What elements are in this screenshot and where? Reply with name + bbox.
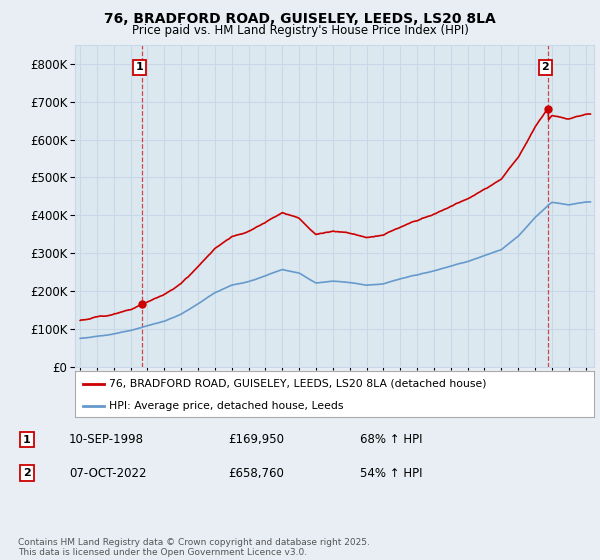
Text: 2: 2 [23,468,31,478]
Text: £658,760: £658,760 [228,466,284,480]
Text: Contains HM Land Registry data © Crown copyright and database right 2025.
This d: Contains HM Land Registry data © Crown c… [18,538,370,557]
Text: HPI: Average price, detached house, Leeds: HPI: Average price, detached house, Leed… [109,401,343,410]
Text: Price paid vs. HM Land Registry's House Price Index (HPI): Price paid vs. HM Land Registry's House … [131,24,469,36]
Text: 2: 2 [542,62,550,72]
Text: 07-OCT-2022: 07-OCT-2022 [69,466,146,480]
Text: 76, BRADFORD ROAD, GUISELEY, LEEDS, LS20 8LA: 76, BRADFORD ROAD, GUISELEY, LEEDS, LS20… [104,12,496,26]
Text: 1: 1 [23,435,31,445]
Text: 54% ↑ HPI: 54% ↑ HPI [360,466,422,480]
Text: 68% ↑ HPI: 68% ↑ HPI [360,433,422,446]
Text: 10-SEP-1998: 10-SEP-1998 [69,433,144,446]
Text: 1: 1 [136,62,143,72]
Text: 76, BRADFORD ROAD, GUISELEY, LEEDS, LS20 8LA (detached house): 76, BRADFORD ROAD, GUISELEY, LEEDS, LS20… [109,379,486,389]
Text: £169,950: £169,950 [228,433,284,446]
